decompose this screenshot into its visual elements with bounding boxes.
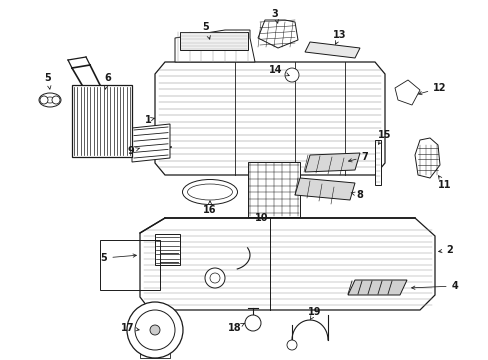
- Text: 12: 12: [418, 83, 446, 95]
- Polygon shape: [294, 178, 354, 200]
- Text: 17: 17: [121, 323, 139, 333]
- Polygon shape: [180, 32, 247, 50]
- Polygon shape: [140, 218, 434, 310]
- Polygon shape: [305, 42, 359, 58]
- Text: 2: 2: [438, 245, 452, 255]
- Text: 9: 9: [127, 146, 140, 156]
- Polygon shape: [155, 62, 384, 175]
- Polygon shape: [414, 138, 439, 178]
- Polygon shape: [347, 280, 406, 295]
- Bar: [247, 162, 299, 217]
- Text: 15: 15: [378, 130, 391, 144]
- Text: 5: 5: [101, 253, 136, 263]
- Circle shape: [127, 302, 183, 358]
- Text: 6: 6: [104, 73, 111, 89]
- Ellipse shape: [182, 180, 237, 204]
- Circle shape: [209, 273, 220, 283]
- Text: 8: 8: [350, 190, 363, 200]
- Circle shape: [204, 268, 224, 288]
- Circle shape: [285, 68, 298, 82]
- Text: 11: 11: [437, 176, 451, 190]
- Circle shape: [150, 325, 160, 335]
- Text: 3: 3: [271, 9, 278, 23]
- Text: 19: 19: [307, 307, 321, 320]
- Bar: [72, 85, 132, 157]
- Polygon shape: [155, 234, 180, 265]
- Text: 5: 5: [202, 22, 210, 39]
- Text: 14: 14: [269, 65, 288, 76]
- Circle shape: [244, 315, 261, 331]
- Polygon shape: [132, 124, 170, 162]
- Text: 4: 4: [411, 281, 457, 291]
- Bar: [140, 350, 170, 358]
- Ellipse shape: [45, 97, 55, 103]
- Circle shape: [135, 310, 175, 350]
- Text: 16: 16: [203, 201, 216, 215]
- Bar: [100, 240, 160, 290]
- Circle shape: [52, 96, 60, 104]
- Text: 7: 7: [348, 152, 367, 162]
- Circle shape: [286, 340, 296, 350]
- Ellipse shape: [187, 184, 232, 200]
- Bar: [374, 140, 380, 185]
- Text: 1: 1: [144, 115, 154, 125]
- Circle shape: [40, 96, 48, 104]
- Text: 18: 18: [228, 323, 244, 333]
- Polygon shape: [394, 80, 419, 105]
- Text: 10: 10: [255, 213, 268, 223]
- Ellipse shape: [39, 93, 61, 107]
- Polygon shape: [258, 20, 297, 48]
- Polygon shape: [175, 30, 254, 62]
- Text: 13: 13: [332, 30, 346, 44]
- Polygon shape: [305, 153, 359, 172]
- Text: 5: 5: [44, 73, 51, 89]
